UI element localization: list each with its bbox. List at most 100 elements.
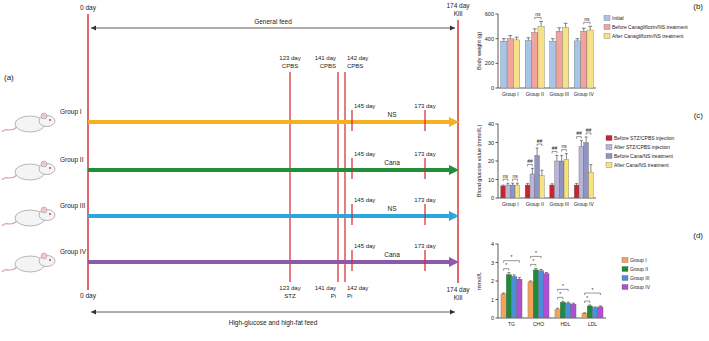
y-tick-label: 600 (485, 11, 494, 17)
error-cap (534, 268, 537, 269)
legend-swatch (622, 258, 628, 263)
sig-label: ## (527, 158, 533, 164)
event-label: STZ (284, 293, 296, 299)
y-tick (496, 88, 499, 89)
error-cap (580, 140, 583, 141)
error-line (581, 141, 582, 147)
sig-label: * (511, 254, 513, 260)
error-cap (567, 302, 570, 303)
error-bar (594, 306, 597, 308)
error-cap (526, 183, 529, 184)
error-line (541, 21, 542, 26)
event-label: Kill (454, 294, 463, 301)
day-label: 174 day (446, 286, 470, 294)
y-tick-label: 3 (491, 260, 494, 266)
day-label: 142 day (347, 285, 368, 291)
y-axis-label: Blood glucose value (mmol/L) (476, 125, 482, 198)
y-tick-label: 0 (491, 195, 494, 201)
bar (555, 310, 560, 318)
event-line (289, 72, 290, 282)
bar (598, 307, 603, 318)
x-tick-label: Group III (550, 91, 569, 97)
group-arrow (88, 168, 451, 172)
error-bar (518, 278, 521, 279)
error-cap (557, 27, 561, 28)
timeline-diagram: 0 day0 day174 dayKill174 dayKillGeneral … (2, 2, 470, 327)
x-tick-label: LDL (588, 321, 597, 327)
legend-label: Initial (612, 15, 624, 21)
bar (574, 41, 580, 88)
rat-eye (49, 119, 51, 121)
legend: Before STZ/CPBS injectionAfter STZ/CPBS … (606, 135, 675, 168)
error-bar (545, 272, 548, 273)
sig-bracket (528, 164, 533, 166)
y-tick (496, 318, 499, 319)
sig-bracket (531, 256, 542, 258)
y-tick (496, 281, 499, 282)
x-tick-label: TG (508, 321, 515, 327)
error-cap (502, 185, 505, 186)
error-cap (545, 272, 548, 273)
bar (506, 275, 511, 318)
sig-label: * (532, 258, 534, 264)
bar (525, 41, 531, 88)
error-line (577, 39, 578, 41)
legend-label: Before Canagliflozin/NS treatment (612, 24, 688, 30)
bar (589, 172, 594, 198)
error-bar (589, 165, 592, 172)
bar (579, 146, 584, 198)
bar (501, 186, 506, 198)
rat-eye (49, 167, 51, 169)
error-cap (502, 38, 506, 39)
day-label: 173 day (414, 197, 435, 203)
treatment-label: Cana (384, 251, 400, 258)
day-label: 141 day (315, 55, 336, 61)
bar (528, 282, 533, 318)
error-line (552, 39, 553, 41)
bar (562, 28, 568, 88)
bar (515, 185, 520, 198)
rat-tail (2, 221, 17, 226)
bar (581, 31, 587, 88)
event-line (351, 250, 352, 271)
day-label: 123 day (279, 55, 300, 61)
feed-label: General feed (254, 18, 292, 25)
day-label: 145 day (354, 243, 375, 249)
error-cap (582, 28, 586, 29)
error-cap (564, 23, 568, 24)
bar (533, 270, 538, 318)
error-line (528, 38, 529, 41)
legend-label: Before STZ/CPBS injection (614, 135, 675, 141)
error-cap (540, 269, 543, 270)
error-bar (565, 154, 568, 160)
bar (587, 306, 592, 318)
error-line (565, 23, 566, 27)
event-line (344, 72, 345, 282)
treatment-label: NS (387, 205, 397, 212)
bar (560, 302, 565, 318)
error-bar (580, 141, 583, 147)
bar (512, 276, 517, 318)
day-label: 123 day (279, 285, 300, 291)
bar (564, 159, 569, 198)
plot-area (501, 137, 594, 198)
sig-label: * (562, 283, 564, 289)
sig-bracket (537, 144, 542, 146)
event-line (337, 72, 338, 282)
bar (544, 274, 549, 318)
sig-label: ns (503, 173, 509, 179)
error-cap (529, 281, 532, 282)
y-tick-label: 200 (485, 60, 494, 66)
rat-icon (2, 207, 55, 226)
error-bar (529, 281, 532, 283)
bar (539, 271, 544, 318)
error-bar (533, 29, 537, 33)
error-cap (539, 21, 543, 22)
group-label: Group IV (60, 248, 87, 256)
bar-chart: 0200400600Body weight (g)Group IGroup II… (476, 11, 688, 97)
bar-chart: 01234mmol/LTGCHOHDLLDL********Group IGro… (476, 241, 651, 327)
error-bar (511, 183, 514, 185)
y-tick-label: 0 (491, 85, 494, 91)
rat-icon (2, 253, 55, 272)
error-cap (575, 38, 579, 39)
